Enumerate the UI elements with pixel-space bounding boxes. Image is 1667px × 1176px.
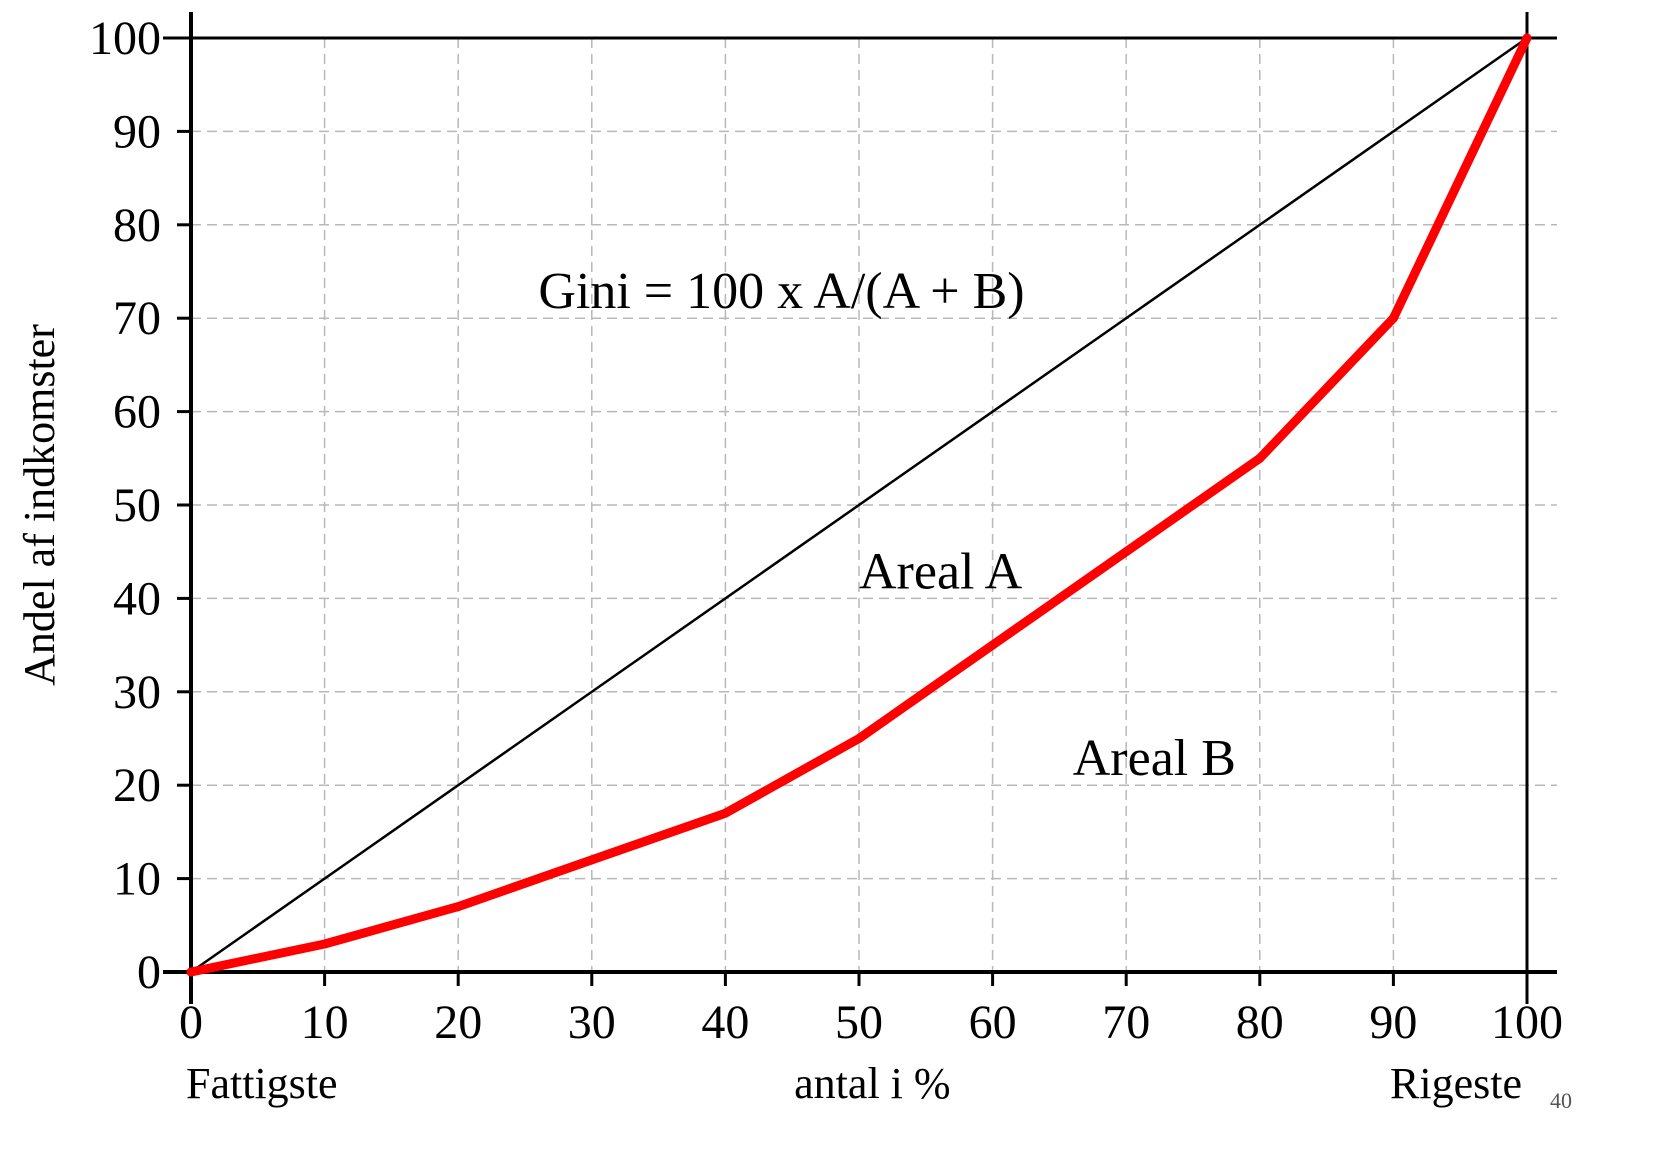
- y-axis-label: Andel af indkomster: [15, 324, 64, 686]
- lorenz-point: [186, 967, 196, 977]
- y-tick-label: 80: [113, 199, 161, 252]
- annotation-areal-b: Areal B: [1073, 730, 1236, 787]
- x-tick-label: 100: [1491, 996, 1563, 1049]
- lorenz-point: [453, 902, 463, 912]
- lorenz-point: [587, 855, 597, 865]
- lorenz-point: [1388, 313, 1398, 323]
- lorenz-point: [720, 808, 730, 818]
- lorenz-point: [1522, 33, 1532, 43]
- y-tick-label: 40: [113, 572, 161, 625]
- lorenz-point: [854, 734, 864, 743]
- x-tick-label: 40: [701, 996, 749, 1049]
- y-tick-label: 70: [113, 292, 161, 345]
- tick-labels: 0 10 20 30 40 50 60 70 80 90 100 0 10 20 30 40 50 60 70 80 9…: [89, 12, 1563, 1049]
- grid-lines: [191, 38, 1557, 972]
- axes: [163, 12, 1557, 1004]
- page-number: 40: [1550, 1088, 1572, 1113]
- x-tick-label: 70: [1102, 996, 1150, 1049]
- y-tick-label: 10: [113, 853, 161, 906]
- x-tick-label: 10: [301, 996, 349, 1049]
- lorenz-point: [320, 939, 330, 949]
- x-tick-label: 50: [835, 996, 883, 1049]
- series-points: [186, 33, 1532, 977]
- y-tick-label: 30: [113, 666, 161, 719]
- y-tick-label: 90: [113, 105, 161, 158]
- y-tick-label: 20: [113, 759, 161, 812]
- x-right-end-label: Rigeste: [1390, 1059, 1522, 1108]
- y-tick-label: 50: [113, 479, 161, 532]
- y-tick-label: 60: [113, 386, 161, 439]
- x-tick-label: 30: [568, 996, 616, 1049]
- chart-text: Gini = 100 x A/(A + B) Areal A Areal B a…: [15, 263, 1572, 1113]
- equality-line: [189, 36, 1529, 974]
- x-tick-label: 90: [1369, 996, 1417, 1049]
- x-left-end-label: Fattigste: [186, 1059, 338, 1108]
- y-tick-label: 0: [137, 946, 161, 999]
- x-tick-label: 0: [179, 996, 203, 1049]
- x-tick-label: 60: [969, 996, 1017, 1049]
- lorenz-point: [1255, 453, 1265, 463]
- lorenz-point: [988, 640, 998, 650]
- y-tick-label: 100: [89, 12, 161, 65]
- annotation-gini: Gini = 100 x A/(A + B): [538, 263, 1024, 320]
- lorenz-point: [1121, 547, 1131, 557]
- annotation-areal-a: Areal A: [859, 543, 1023, 600]
- x-axis-label: antal i %: [794, 1059, 950, 1108]
- x-tick-label: 80: [1236, 996, 1284, 1049]
- x-tick-label: 20: [434, 996, 482, 1049]
